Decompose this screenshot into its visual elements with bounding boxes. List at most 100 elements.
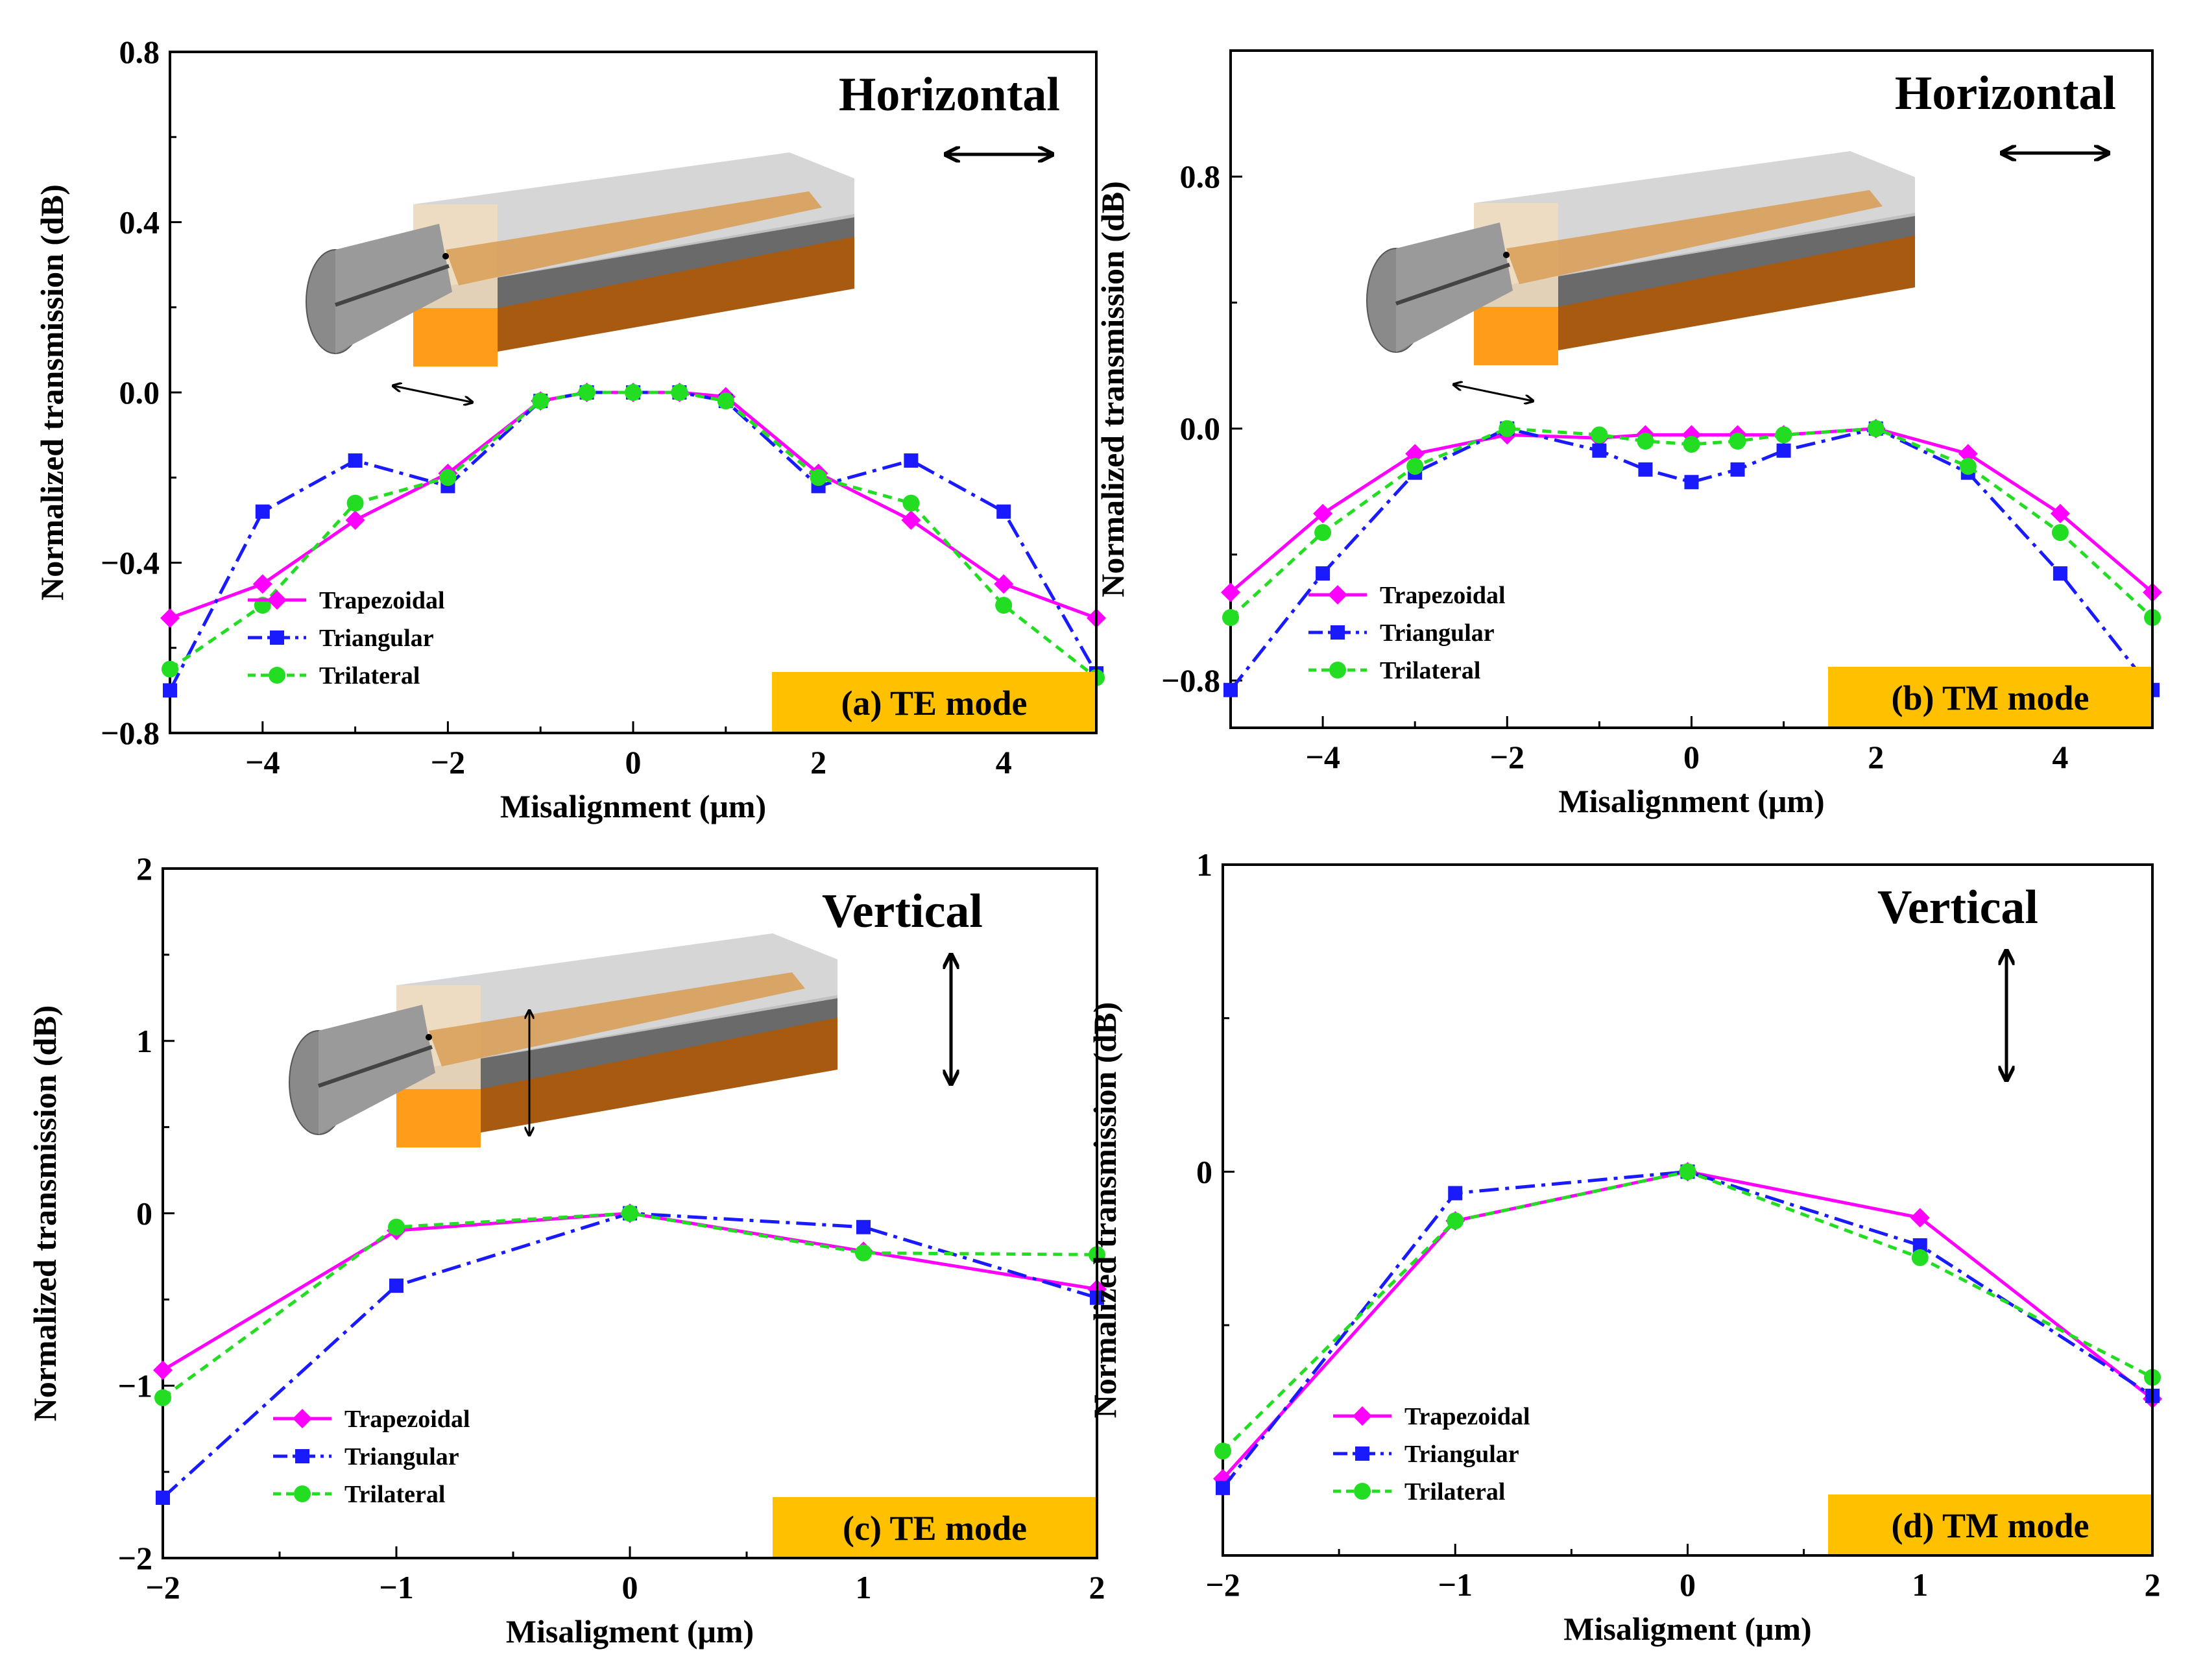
data-point-trilateral [1867, 420, 1885, 437]
panel-c: −2 −1 0 1 2 −2 −1 0 1 2 Misaligment (μm) Normalized… [27, 850, 1107, 1650]
legend-label-triangular: Triangular [1380, 619, 1495, 647]
series-line-trilateral [162, 1211, 1098, 1399]
taper [446, 191, 822, 285]
legend-label-triangular: Triangular [1404, 1441, 1519, 1468]
series-trapezoidal [1213, 1162, 2162, 1489]
data-point-trilateral [902, 494, 920, 512]
data-point-trapezoidal [1910, 1208, 1930, 1228]
x-tick-label: 4 [996, 744, 1012, 780]
taper [1506, 190, 1883, 284]
x-tick-label: −2 [1205, 1566, 1240, 1603]
series-trapezoidal [160, 383, 1106, 628]
legend-label-trapezoidal: Trapezoidal [1380, 582, 1506, 609]
series-trilateral [1222, 420, 2161, 627]
data-point-triangular [1216, 1480, 1230, 1495]
data-point-trilateral [810, 469, 827, 486]
y-tick-label: −0.8 [101, 715, 160, 751]
y-tick-label: 0.8 [1180, 158, 1221, 195]
substrate-front [413, 308, 498, 366]
x-tick-label: −2 [431, 744, 466, 780]
taper [429, 972, 805, 1066]
x-tick-label: 1 [1912, 1566, 1928, 1603]
data-point-triangular [389, 1278, 403, 1293]
x-tick-label: 0 [622, 1569, 638, 1605]
direction-title: Horizontal [1895, 67, 2116, 120]
data-point-trapezoidal [160, 608, 180, 628]
series-trilateral [1214, 1163, 2161, 1460]
y-tick-label: 0 [136, 1195, 152, 1232]
mode-label: (a) TE mode [841, 684, 1027, 723]
data-point-trilateral [1775, 426, 1792, 444]
waveguide-inset-illustration [289, 933, 837, 1147]
legend-label-trilateral: Trilateral [319, 662, 420, 690]
legend-label-triangular: Triangular [344, 1443, 459, 1470]
legend-label-trilateral: Trilateral [344, 1481, 445, 1508]
fiber-body [1396, 222, 1513, 352]
legend-marker-trilateral [269, 667, 285, 684]
x-tick-label: 2 [810, 744, 826, 780]
data-point-triangular [996, 504, 1011, 519]
data-point-triangular [1776, 443, 1791, 458]
y-tick-label: 1 [136, 1023, 152, 1059]
fiber-core [1395, 263, 1510, 306]
legend-marker-triangular [270, 630, 284, 645]
mode-label: (c) TE mode [843, 1509, 1027, 1548]
legend-label-trapezoidal: Trapezoidal [319, 587, 445, 614]
offset-arrow [394, 386, 472, 402]
data-point-trilateral [162, 660, 178, 678]
data-point-trilateral [1637, 433, 1654, 450]
data-point-trilateral [388, 1218, 405, 1236]
y-tick-label: 0.8 [119, 34, 160, 70]
data-point-triangular [1730, 462, 1745, 477]
panel-d: −2 −1 0 1 2 0 1 Misaligment (μm) Normalized tran… [1087, 846, 2162, 1647]
substrate-front [1474, 307, 1558, 365]
y-tick-label: −2 [118, 1540, 153, 1576]
legend-label-triangular: Triangular [319, 625, 434, 652]
series-triangular [1223, 421, 2160, 697]
mode-label-box [772, 672, 1096, 733]
data-point-triangular [1638, 462, 1653, 477]
mode-label-box [1828, 667, 2152, 728]
data-point-trapezoidal [345, 510, 365, 530]
data-point-trapezoidal [901, 510, 921, 530]
data-point-triangular [1684, 475, 1699, 490]
data-point-trilateral [1683, 435, 1700, 453]
series-line-triangular [1222, 1170, 2154, 1489]
focal-dot [442, 253, 449, 259]
x-tick-label: 1 [856, 1569, 872, 1605]
data-point-triangular [1592, 443, 1607, 458]
direction-title: Vertical [1877, 881, 2038, 934]
x-tick-label: −2 [1490, 739, 1525, 775]
y-axis-label: Normalized transmission (dB) [27, 1005, 63, 1422]
series-triangular [163, 385, 1103, 698]
series-line-trapezoidal [162, 1211, 1098, 1372]
fiber-core [318, 1045, 433, 1088]
mode-label-box [1828, 1494, 2152, 1555]
legend-marker-trilateral [294, 1485, 311, 1502]
substrate-side [396, 1011, 837, 1147]
legend-label-trilateral: Trilateral [1404, 1478, 1505, 1506]
data-point-trilateral [2051, 523, 2069, 541]
series-trapezoidal [153, 1203, 1107, 1380]
data-point-triangular [156, 1490, 170, 1505]
legend-marker-trapezoidal [1328, 585, 1347, 605]
legend: Trapezoidal Triangular Trilateral [1333, 1403, 1530, 1506]
series-line-triangular [1229, 427, 2154, 691]
y-tick-label: −1 [118, 1367, 153, 1404]
data-point-trilateral [439, 469, 457, 486]
x-axis-label: Misalignment (μm) [1558, 783, 1824, 819]
direction-title: Horizontal [839, 68, 1060, 121]
x-tick-label: 2 [1868, 739, 1884, 775]
x-tick-label: −4 [1305, 739, 1340, 775]
y-tick-label: 0.0 [119, 374, 160, 411]
x-tick-label: 2 [2145, 1566, 2161, 1603]
data-point-trilateral [625, 384, 642, 401]
data-point-triangular [1448, 1186, 1463, 1201]
series-trilateral [154, 1205, 1105, 1406]
x-tick-label: 0 [1683, 739, 1700, 775]
legend-marker-trilateral [1354, 1483, 1371, 1500]
data-point-trilateral [1214, 1443, 1231, 1460]
data-point-trilateral [1729, 433, 1746, 450]
y-axis-label: Normalized transmission (dB) [1087, 1002, 1123, 1419]
